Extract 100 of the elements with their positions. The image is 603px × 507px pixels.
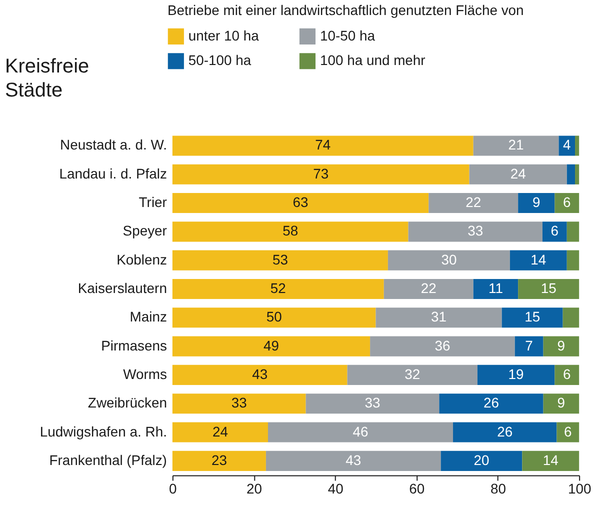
bar	[522, 450, 580, 471]
data-label: 6	[564, 423, 572, 440]
data-label: 6	[550, 222, 559, 239]
bar	[542, 222, 567, 242]
data-label: 26	[483, 394, 500, 411]
data-label: 23	[211, 452, 228, 468]
data-label: 31	[431, 308, 447, 325]
bar	[172, 364, 348, 385]
data-label: 43	[252, 366, 268, 382]
bar	[172, 164, 470, 184]
bar	[376, 308, 502, 328]
bar	[518, 278, 580, 300]
data-label: 58	[282, 222, 298, 239]
bar	[388, 250, 510, 270]
bar	[575, 136, 580, 156]
bar	[384, 278, 474, 300]
data-label: 74	[315, 136, 331, 153]
data-label: 20	[474, 452, 490, 468]
legend-label: 100 ha und mehr	[320, 52, 426, 68]
legend-label: 10-50 ha	[320, 27, 376, 44]
x-tick-label: 60	[409, 480, 425, 497]
bar	[306, 394, 440, 414]
data-label: 15	[540, 280, 557, 296]
y-tick-label: Koblenz	[116, 251, 167, 268]
x-tick-label: 20	[246, 480, 262, 497]
bar	[172, 278, 384, 300]
data-label: 46	[352, 423, 368, 440]
x-tick-label: 80	[490, 480, 506, 497]
data-label: 22	[466, 194, 482, 210]
bar	[566, 250, 580, 270]
bar	[172, 250, 388, 270]
bar	[477, 364, 555, 385]
bar	[172, 308, 376, 328]
y-axis-title: Kreisfreie Städte	[4, 56, 90, 102]
data-label: 49	[263, 337, 280, 354]
legend-title: Betriebe mit einer landwirtschaftlich genutzten Fläche von	[167, 2, 524, 18]
bar	[440, 450, 522, 471]
data-label: 26	[497, 423, 513, 440]
bar	[469, 164, 567, 184]
data-label: 30	[441, 251, 457, 268]
bar	[172, 336, 370, 356]
data-label: 63	[292, 194, 309, 210]
data-label: 33	[364, 394, 380, 411]
x-tick-label: 0	[169, 480, 178, 497]
data-label: 9	[557, 394, 566, 411]
x-tick-label: 100	[568, 480, 592, 497]
bar	[172, 193, 429, 214]
bar	[514, 336, 544, 356]
y-tick-label: Worms	[123, 366, 167, 382]
bar	[518, 193, 555, 214]
bar	[172, 450, 266, 471]
y-tick-label: Pirmasens	[101, 337, 167, 354]
data-label: 7	[525, 337, 534, 354]
data-label: 9	[532, 194, 540, 210]
data-label: 22	[420, 280, 437, 296]
bar	[554, 193, 580, 214]
bar	[562, 308, 580, 328]
bar	[439, 394, 544, 414]
bar	[543, 394, 580, 414]
data-label: 53	[272, 251, 288, 268]
bar	[556, 422, 580, 442]
bar	[473, 278, 518, 300]
data-label: 32	[404, 366, 420, 382]
bar	[172, 136, 474, 156]
data-label: 24	[212, 423, 228, 440]
bar	[172, 222, 408, 242]
bar	[566, 222, 580, 242]
bar	[558, 136, 576, 156]
bar	[370, 336, 515, 356]
data-label: 14	[530, 251, 546, 268]
data-label: 24	[510, 165, 526, 182]
data-label: 14	[542, 452, 559, 468]
data-label: 21	[508, 136, 524, 153]
bar	[268, 422, 454, 442]
bar	[510, 250, 567, 270]
bar	[554, 364, 580, 385]
y-tick-label: Frankenthal (Pfalz)	[49, 452, 167, 468]
bar	[347, 364, 478, 385]
y-tick-label: Neustadt a. d. W.	[60, 136, 167, 153]
legend-label: unter 10 ha	[188, 27, 260, 44]
data-label: 50	[266, 308, 282, 325]
y-tick-label: Speyer	[122, 222, 168, 239]
bar	[543, 336, 580, 356]
bar	[566, 164, 576, 184]
bar	[172, 422, 268, 442]
data-label: 33	[468, 222, 484, 239]
data-label: 15	[524, 308, 540, 325]
data-label: 33	[231, 394, 248, 411]
y-tick-label: Mainz	[130, 308, 167, 325]
data-label: 6	[562, 366, 571, 382]
data-label: 4	[562, 136, 571, 153]
y-tick-label: Landau i. d. Pfalz	[59, 165, 167, 182]
data-label: 36	[434, 337, 450, 354]
bar	[575, 164, 580, 184]
data-label: 11	[488, 280, 504, 296]
data-label: 19	[508, 366, 524, 382]
legend-label: 50-100 ha	[188, 52, 252, 68]
x-tick-label: 40	[328, 480, 344, 497]
bar	[266, 450, 441, 471]
bar	[473, 136, 559, 156]
